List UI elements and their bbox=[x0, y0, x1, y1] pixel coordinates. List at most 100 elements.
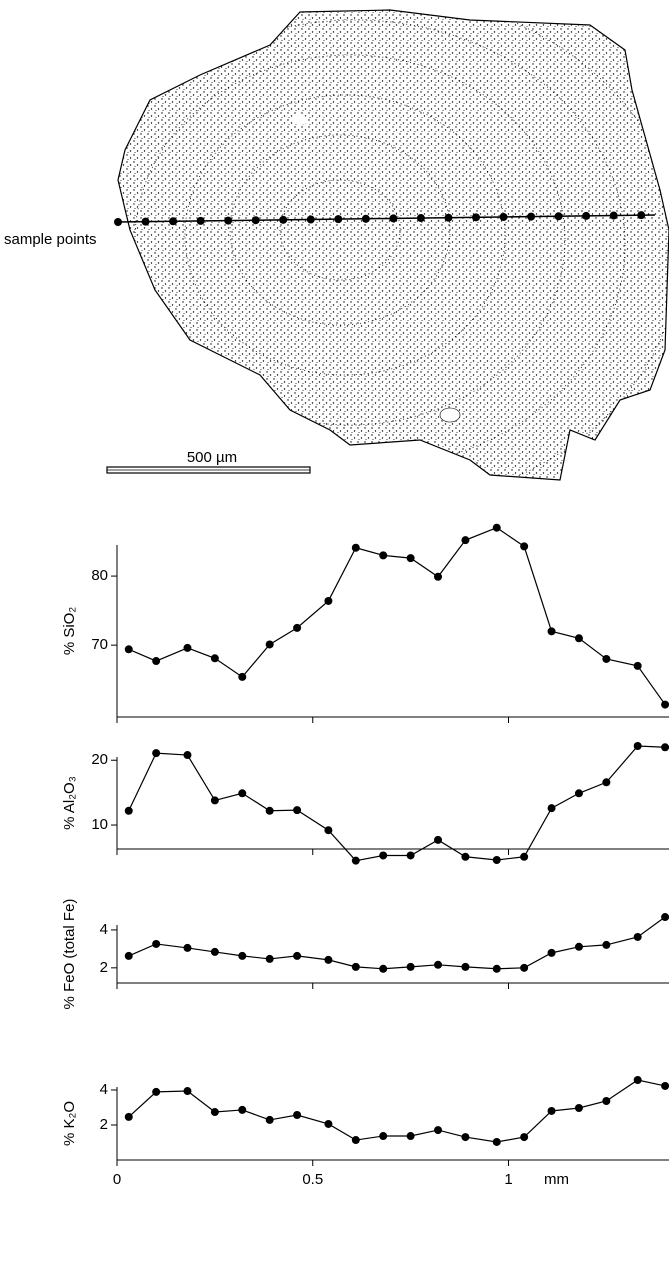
data-point bbox=[434, 1126, 443, 1135]
data-line bbox=[128, 1079, 666, 1143]
data-point bbox=[124, 645, 133, 654]
data-point bbox=[602, 778, 611, 787]
y-axis-label: % FeO (total Fe) bbox=[61, 899, 78, 1010]
chart: 2 4 % FeO (total Fe) bbox=[61, 899, 669, 1010]
data-point bbox=[547, 627, 556, 636]
sample-dot bbox=[279, 215, 288, 224]
data-point bbox=[265, 806, 274, 815]
data-point bbox=[183, 643, 192, 652]
data-point bbox=[492, 1137, 501, 1146]
data-point bbox=[183, 1087, 192, 1096]
data-point bbox=[492, 523, 501, 532]
data-point bbox=[520, 852, 529, 861]
data-point bbox=[351, 1136, 360, 1145]
sample-dot bbox=[472, 213, 480, 222]
data-point bbox=[265, 1115, 274, 1124]
data-point bbox=[492, 964, 501, 973]
y-tick-label: 4 bbox=[100, 1081, 108, 1098]
data-point bbox=[406, 554, 415, 563]
data-point bbox=[661, 700, 669, 709]
sample-dot bbox=[416, 214, 425, 223]
data-point bbox=[379, 851, 388, 860]
data-point bbox=[238, 951, 247, 960]
data-point bbox=[324, 826, 333, 835]
data-point bbox=[520, 542, 529, 551]
data-point bbox=[661, 743, 669, 752]
data-point bbox=[574, 942, 583, 951]
data-point bbox=[406, 962, 415, 971]
sample-dot bbox=[224, 216, 233, 225]
specimen-outline bbox=[117, 9, 669, 481]
data-point bbox=[574, 634, 583, 643]
sample-dot bbox=[196, 216, 205, 225]
data-point bbox=[633, 741, 642, 750]
data-point bbox=[324, 955, 333, 964]
chart: 2 4 0 0.5 1 mm % K₂O bbox=[61, 1075, 669, 1188]
data-point bbox=[520, 1133, 529, 1142]
data-point bbox=[124, 951, 133, 960]
data-point bbox=[293, 951, 302, 960]
data-point bbox=[520, 963, 529, 972]
data-point bbox=[461, 536, 470, 545]
y-tick-label: 10 bbox=[91, 816, 108, 833]
sample-dot bbox=[361, 214, 370, 223]
specimen-drawing: sample points 500 µm bbox=[4, 9, 669, 481]
data-point bbox=[602, 654, 611, 663]
y-tick-label: 20 bbox=[91, 751, 108, 768]
data-point bbox=[351, 856, 360, 865]
data-point bbox=[434, 572, 443, 581]
data-point bbox=[434, 960, 443, 969]
data-point bbox=[238, 1105, 247, 1114]
scale-bar-label: 500 µm bbox=[187, 449, 237, 466]
data-point bbox=[124, 806, 133, 815]
data-point bbox=[152, 749, 161, 758]
data-point bbox=[602, 940, 611, 949]
sample-transect bbox=[117, 214, 656, 223]
chart: 70 80 % SiO₂ bbox=[61, 523, 669, 723]
data-point bbox=[210, 1108, 219, 1117]
data-point bbox=[152, 657, 161, 666]
sample-dot bbox=[499, 212, 508, 221]
x-tick-label: 0.5 bbox=[302, 1171, 323, 1188]
data-point bbox=[324, 1119, 333, 1128]
data-point bbox=[547, 804, 556, 813]
data-point bbox=[265, 954, 274, 963]
sample-dot bbox=[444, 213, 453, 222]
sample-dot bbox=[251, 216, 260, 225]
data-point bbox=[574, 1104, 583, 1113]
growth-rings bbox=[118, 10, 669, 480]
y-axis-label: % K₂O bbox=[61, 1101, 78, 1146]
data-point bbox=[633, 661, 642, 670]
data-point bbox=[210, 796, 219, 805]
sample-dot bbox=[609, 211, 618, 220]
data-point bbox=[406, 1132, 415, 1141]
data-point bbox=[547, 948, 556, 957]
data-point bbox=[574, 789, 583, 798]
sample-dot bbox=[554, 212, 563, 221]
data-point bbox=[210, 947, 219, 956]
x-axis-label: mm bbox=[544, 1171, 569, 1188]
data-point bbox=[661, 1081, 669, 1090]
data-point bbox=[152, 939, 161, 948]
y-tick-label: 70 bbox=[91, 636, 108, 653]
data-point bbox=[351, 543, 360, 552]
void bbox=[292, 115, 308, 125]
data-point bbox=[152, 1087, 161, 1096]
data-point bbox=[293, 1111, 302, 1120]
data-point bbox=[379, 964, 388, 973]
y-tick-label: 2 bbox=[100, 959, 108, 976]
void bbox=[439, 407, 461, 423]
sample-dot bbox=[389, 214, 398, 223]
data-point bbox=[602, 1097, 611, 1106]
data-point bbox=[406, 851, 415, 860]
data-point bbox=[633, 932, 642, 941]
data-point bbox=[183, 751, 192, 760]
data-point bbox=[293, 623, 302, 632]
data-point bbox=[183, 943, 192, 952]
data-point bbox=[324, 596, 333, 605]
x-tick-label: 0 bbox=[113, 1171, 121, 1188]
data-line bbox=[128, 527, 666, 705]
data-point bbox=[661, 913, 669, 922]
